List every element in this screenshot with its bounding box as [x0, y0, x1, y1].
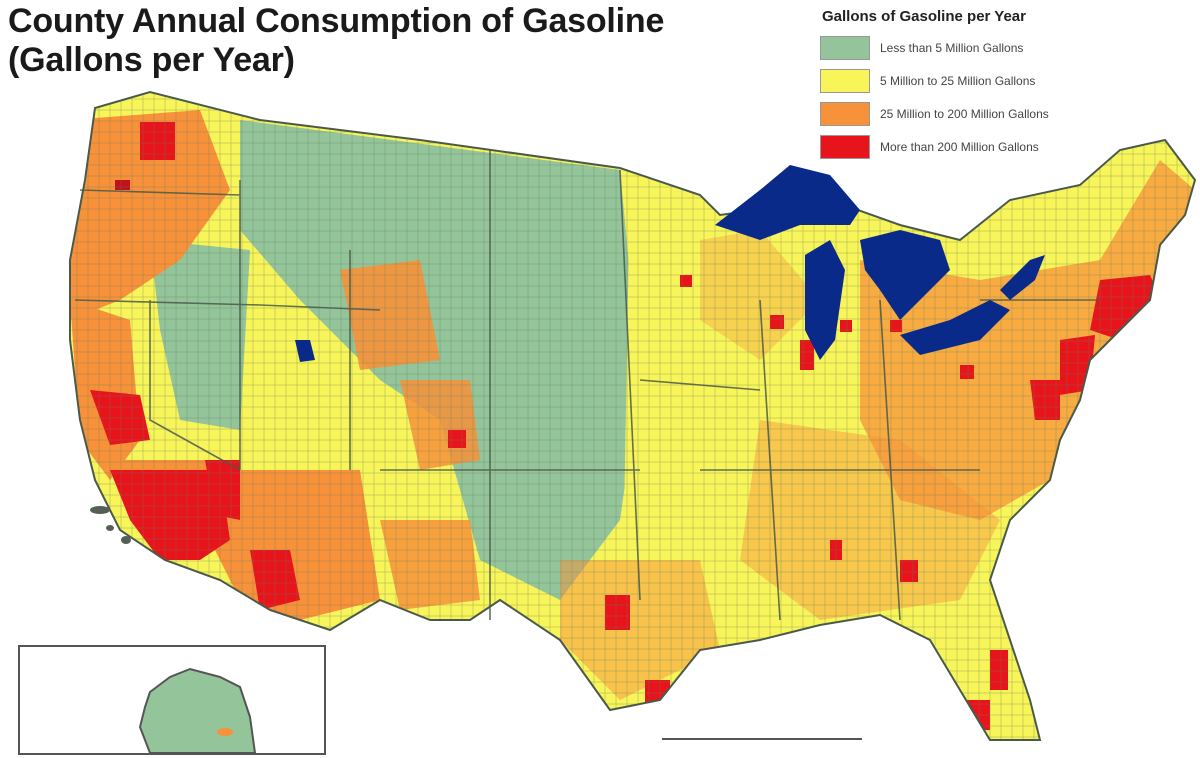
legend-item-5m-to-25m: 5 Million to 25 Million Gallons: [820, 64, 1200, 97]
state-borders: [74, 150, 1100, 621]
legend-label: More than 200 Million Gallons: [880, 139, 1039, 154]
swatch-red: [820, 134, 870, 159]
hawaii-inset: [662, 738, 862, 750]
contiguous-us: [70, 92, 1195, 740]
legend: Gallons of Gasoline per Year Less than 5…: [820, 8, 1200, 163]
title-line-1: County Annual Consumption of Gasoline: [8, 2, 665, 40]
legend-item-25m-to-200m: 25 Million to 200 Million Gallons: [820, 97, 1200, 130]
legend-item-less-than-5m: Less than 5 Million Gallons: [820, 31, 1200, 64]
swatch-yellow: [820, 68, 870, 93]
alaska-inset: [18, 645, 326, 755]
legend-label: Less than 5 Million Gallons: [880, 40, 1024, 55]
legend-item-more-than-200m: More than 200 Million Gallons: [820, 130, 1200, 163]
legend-label: 25 Million to 200 Million Gallons: [880, 106, 1049, 121]
channel-islands: [90, 506, 131, 544]
map-title: County Annual Consumption of Gasoline (G…: [8, 2, 664, 80]
legend-title: Gallons of Gasoline per Year: [822, 8, 1026, 25]
swatch-green: [820, 35, 870, 60]
swatch-orange: [820, 101, 870, 126]
great-lakes: [295, 165, 1045, 362]
title-line-2: (Gallons per Year): [8, 41, 295, 79]
legend-label: 5 Million to 25 Million Gallons: [880, 73, 1036, 88]
